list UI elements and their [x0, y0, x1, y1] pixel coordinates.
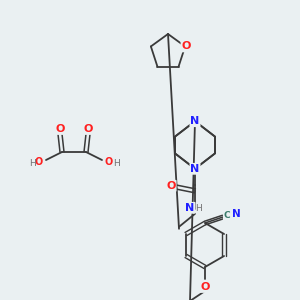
Text: O: O [200, 282, 210, 292]
Text: H: H [196, 204, 202, 213]
Text: C: C [224, 212, 230, 220]
Text: H: H [112, 158, 119, 167]
Text: O: O [182, 41, 191, 51]
Text: O: O [35, 157, 43, 167]
Text: O: O [166, 181, 176, 191]
Text: N: N [185, 203, 195, 213]
Text: O: O [105, 157, 113, 167]
Text: N: N [190, 116, 200, 126]
Text: O: O [83, 124, 93, 134]
Text: N: N [232, 209, 240, 219]
Text: N: N [190, 164, 200, 174]
Text: O: O [55, 124, 65, 134]
Text: H: H [28, 158, 35, 167]
